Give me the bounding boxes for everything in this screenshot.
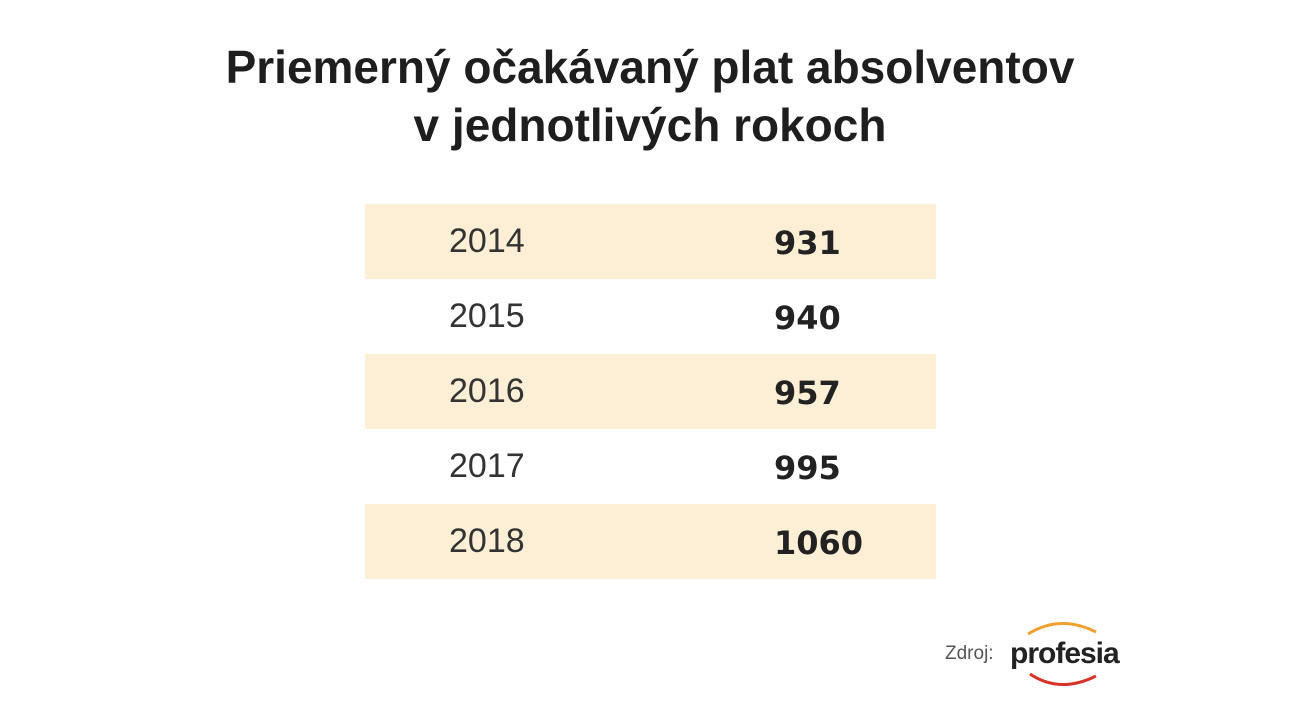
table-row: 2016 957: [365, 354, 936, 429]
year-cell: 2017: [449, 447, 525, 485]
logo-arcs: [1027, 622, 1097, 686]
table: 2014 931 2015 940 2016 957 2017 995 2018 1060: [365, 204, 936, 579]
value-cell: 940: [774, 299, 841, 337]
value-cell: 957: [774, 374, 841, 412]
year-cell: 2015: [449, 297, 525, 335]
value-cell: 931: [774, 224, 841, 262]
table-row: 2014 931: [365, 204, 936, 279]
source-label: Zdroj:: [945, 643, 994, 664]
table-row: 2017 995: [365, 429, 936, 504]
logo-arc-top: [1027, 622, 1097, 636]
logo: profesia: [1000, 612, 1120, 692]
year-cell: 2018: [449, 522, 525, 560]
value-cell: 1060: [774, 524, 864, 562]
logo-text: profesia: [1010, 637, 1120, 670]
year-cell: 2016: [449, 372, 525, 410]
title: Priemerný očakávaný plat absolventov v j…: [0, 38, 1300, 154]
table-row: 2018 1060: [365, 504, 936, 579]
table-row: 2015 940: [365, 279, 936, 354]
logo-arc-bottom: [1029, 672, 1097, 686]
title-line: Priemerný očakávaný plat absolventov: [225, 41, 1075, 93]
title-line: v jednotlivých rokoch: [413, 99, 887, 151]
year-cell: 2014: [449, 222, 525, 260]
value-cell: 995: [774, 449, 841, 487]
